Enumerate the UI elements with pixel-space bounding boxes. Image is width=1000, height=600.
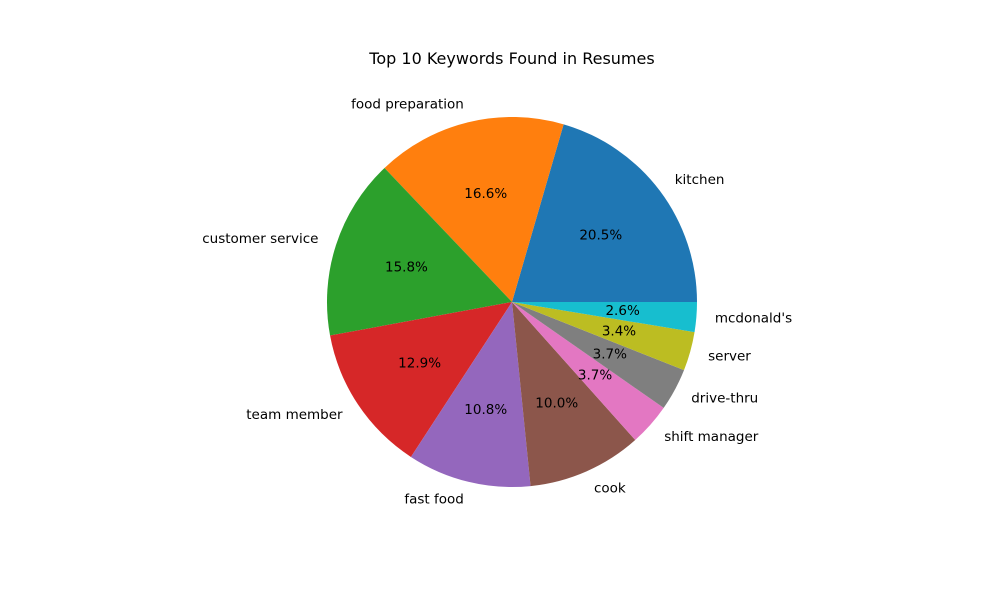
slice-percent-label: 10.0%: [535, 396, 578, 412]
slice-label: shift manager: [664, 429, 759, 445]
pie-slice-shift-manager: [512, 302, 664, 440]
slice-label: mcdonald's: [715, 311, 792, 327]
slice-percent-label: 2.6%: [605, 303, 639, 319]
slice-label: team member: [246, 407, 343, 423]
pie-slice-drive-thru: [512, 302, 685, 408]
slice-percent-label: 3.4%: [602, 324, 636, 340]
slice-label: food preparation: [351, 96, 464, 112]
pie-slices: [326, 117, 697, 488]
slice-percent-label: 3.7%: [578, 368, 612, 384]
pie-slice-fast-food: [410, 302, 531, 488]
pie-slice-customer-service: [326, 167, 512, 336]
slice-percent-label: 15.8%: [385, 260, 428, 276]
slice-percent-label: 10.8%: [464, 402, 507, 418]
pie-slice-kitchen: [512, 124, 697, 302]
slice-percent-label: 12.9%: [398, 356, 441, 372]
pie-slice-mcdonald-s: [512, 302, 697, 333]
pie-slice-cook: [512, 302, 636, 487]
slice-label: cook: [594, 480, 626, 496]
chart-title: Top 10 Keywords Found in Resumes: [368, 49, 654, 68]
slice-percent-label: 20.5%: [579, 227, 622, 243]
pie-labels: kitchen 20.5% food preparation 16.6% custome…: [202, 96, 792, 507]
pie-slice-team-member: [330, 302, 512, 457]
pie-slice-food-preparation: [384, 117, 564, 302]
pie-slice-server: [512, 302, 695, 371]
slice-label: kitchen: [675, 172, 725, 188]
slice-label: server: [708, 348, 751, 364]
slice-label: customer service: [202, 231, 318, 247]
slice-percent-label: 16.6%: [464, 186, 507, 202]
slice-label: fast food: [404, 492, 463, 508]
slice-label: drive-thru: [691, 390, 758, 406]
slice-percent-label: 3.7%: [593, 347, 627, 363]
